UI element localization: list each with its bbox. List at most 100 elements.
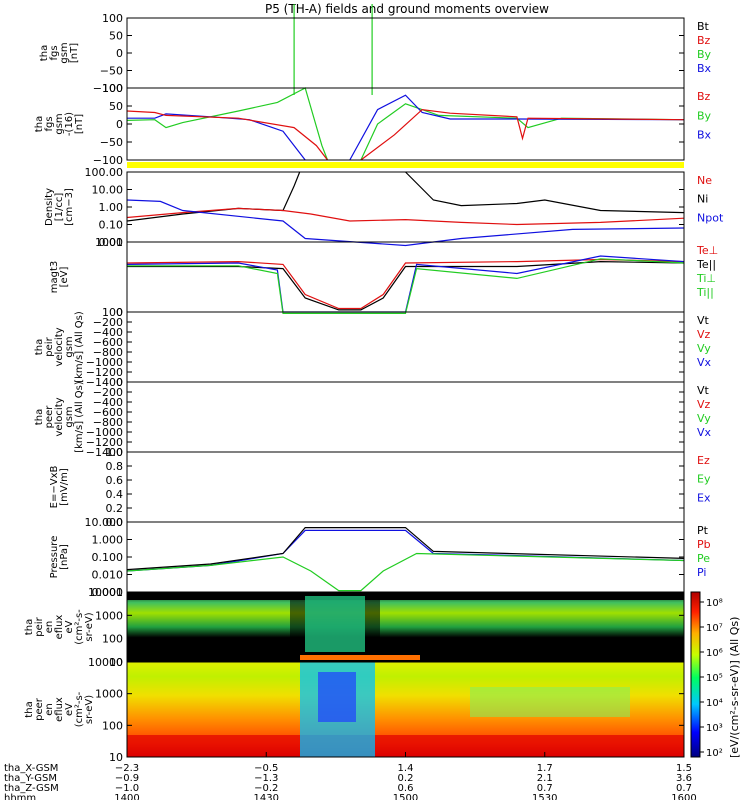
- y-axis-label: eflux: [54, 615, 65, 640]
- y-tick-label: 10000: [88, 586, 123, 599]
- y-axis-label: peer: [44, 405, 55, 429]
- y-axis-label: sr-eV): [84, 612, 95, 641]
- legend-entry: Te||: [696, 258, 716, 271]
- y-axis-label: sr-eV): [84, 695, 95, 724]
- y-tick-label: 1.00: [99, 201, 124, 214]
- colorbar-tick-label: 10⁶: [706, 648, 723, 659]
- electron-spectrogram-core-dark: [318, 672, 356, 722]
- y-tick-label: 1000: [95, 236, 123, 249]
- y-tick-label: 10: [109, 751, 123, 764]
- y-axis-label: [km/s] (All Qs): [74, 311, 85, 383]
- x-tick-label: 1430: [254, 793, 279, 800]
- y-tick-label: 100: [102, 719, 123, 732]
- y-tick-label: 1000: [95, 609, 123, 622]
- legend-entry: Bx: [697, 62, 712, 75]
- trace-npot: [126, 199, 685, 247]
- y-tick-label: 0.0: [106, 516, 124, 529]
- x-tick-label: 0.7: [676, 783, 692, 794]
- x-tick-label: −0.5: [254, 763, 278, 774]
- legend-entry: Ez: [697, 454, 710, 467]
- legend-entry: Vz: [697, 328, 711, 341]
- y-axis-label: tha: [24, 619, 35, 635]
- panel-frame-fgs: [126, 17, 685, 89]
- colorbar-tick-label: 10²: [706, 748, 723, 759]
- colorbar-tick-label: 10³: [706, 723, 723, 734]
- panel-frame-peir_vel: [126, 311, 685, 383]
- y-tick-label: 0.01: [99, 236, 124, 249]
- trace-te-perp: [126, 258, 685, 310]
- colorbar-label: [eV/(cm²-s-sr-eV)] (All Qs): [728, 617, 741, 758]
- colorbar-tick-label: 10⁷: [706, 623, 723, 634]
- legend-entry: Ne: [697, 174, 712, 187]
- x-tick-label: 1530: [532, 793, 557, 800]
- x-axis-row-label: tha_Y-GSM: [4, 773, 57, 784]
- x-tick-label: 3.6: [676, 773, 692, 784]
- y-tick-label: 0.8: [106, 460, 124, 473]
- ion-spectrogram-core: [305, 596, 365, 652]
- y-axis-label: [nT]: [74, 114, 85, 134]
- y-tick-label: 10: [109, 656, 123, 669]
- panel-frame-density: [126, 171, 685, 243]
- legend-entry: By: [697, 109, 712, 122]
- y-tick-label: 1000: [95, 688, 123, 701]
- x-tick-label: −2.3: [115, 763, 139, 774]
- y-axis-label: eV: [64, 703, 75, 716]
- legend-entry: Vt: [697, 384, 710, 397]
- legend-entry: Vy: [697, 412, 711, 425]
- y-axis-label: gsm: [64, 406, 75, 427]
- y-tick-label: 100: [102, 306, 123, 319]
- x-tick-label: 1400: [114, 793, 139, 800]
- legend-entry: By: [697, 48, 712, 61]
- x-axis-row-label: tha_X-GSM: [4, 763, 58, 774]
- y-tick-label: −800: [93, 416, 123, 429]
- trace-pt: [126, 527, 685, 571]
- y-tick-label: 100.00: [85, 166, 124, 179]
- y-axis-label: gsm: [54, 113, 65, 134]
- y-axis-label: gsm: [59, 42, 70, 63]
- x-tick-label: 1600: [671, 793, 696, 800]
- trace-pe: [126, 552, 685, 592]
- ion-spectrogram-top-band: [127, 592, 684, 600]
- y-tick-label: 0.4: [106, 488, 124, 501]
- y-tick-label: 0.010: [92, 569, 124, 582]
- y-tick-label: 0: [116, 306, 123, 319]
- y-axis-label: peir: [34, 616, 45, 636]
- trace-layer: [126, 4, 685, 592]
- x-tick-label: −1.3: [254, 773, 278, 784]
- y-tick-label: −600: [93, 406, 123, 419]
- legend-entry: Vt: [697, 314, 710, 327]
- x-tick-label: −1.0: [115, 783, 139, 794]
- x-tick-label: 0.7: [537, 783, 553, 794]
- y-tick-label: −400: [93, 326, 123, 339]
- ion-spectrogram: [127, 592, 684, 662]
- trace-ti-perp: [126, 255, 685, 313]
- y-tick-label: −1400: [86, 376, 123, 389]
- x-tick-label: 0.6: [398, 783, 414, 794]
- legend-entry: Ex: [697, 491, 711, 504]
- y-tick-label: −1000: [86, 356, 123, 369]
- x-axis-row-label: hhmm: [4, 793, 36, 800]
- y-axis-label: [nT]: [69, 43, 80, 63]
- y-tick-label: 100: [102, 633, 123, 646]
- y-axis-label: tha: [39, 45, 50, 61]
- x-tick-label: 2.1: [537, 773, 553, 784]
- y-axis-label: fgs: [49, 45, 60, 60]
- trace-fgs2-by-a: [126, 87, 329, 161]
- y-axis-label: en: [44, 621, 55, 634]
- legend-entry: Npot: [697, 211, 724, 224]
- y-tick-label: 0.100: [92, 551, 124, 564]
- y-axis-label: [1/cc]: [54, 193, 65, 222]
- legend-entry: Pi: [697, 566, 706, 579]
- y-tick-label: −1200: [86, 366, 123, 379]
- y-axis-label: gsm: [64, 336, 75, 357]
- legend-entry: Bz: [697, 90, 711, 103]
- plot-title: P5 (TH-A) fields and ground moments over…: [265, 2, 549, 16]
- y-axis-label: [cm−3]: [64, 188, 75, 226]
- y-tick-label: −50: [100, 65, 123, 78]
- y-axis-label: (cm²-s-: [74, 609, 85, 645]
- legend-entry: Pt: [697, 524, 709, 537]
- y-tick-label: −100: [93, 82, 123, 95]
- y-tick-label: 0.6: [106, 474, 124, 487]
- y-axis-label: tha: [24, 701, 35, 717]
- y-tick-label: 0.001: [92, 586, 124, 599]
